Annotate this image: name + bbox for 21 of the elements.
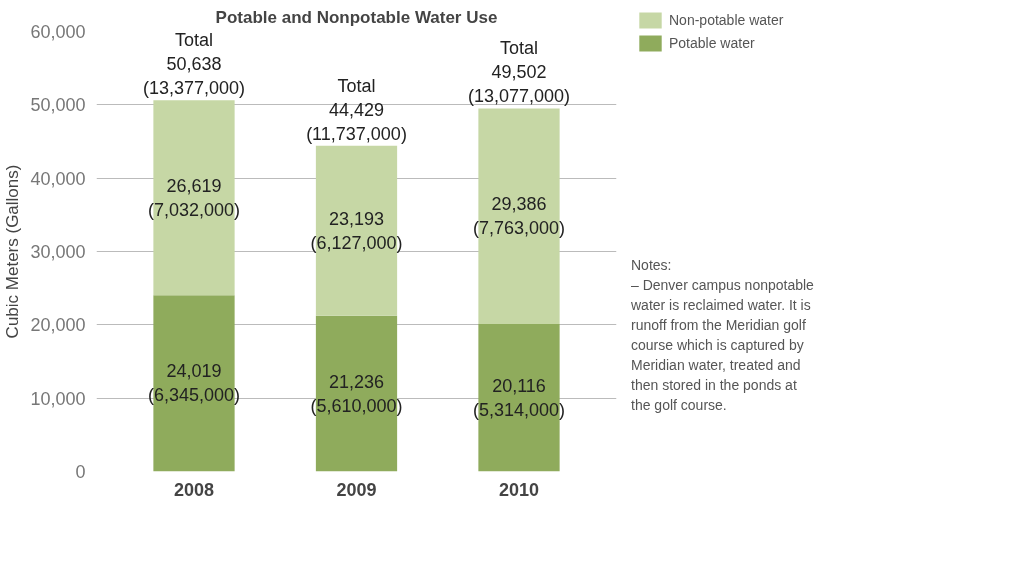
data-label: 23,193 (6,127,000)	[310, 208, 403, 253]
text: Notes: – Denver campus nonpotable water is reclaimed water. It is runoff from the Meridian golf course which is captured by Meridian water, treated and then stored in the ponds at the golf course.	[631, 256, 815, 415]
total-label: Total 50,638 (13,377,000)	[142, 30, 246, 99]
data-label: 29,386 (7,763,000)	[472, 194, 566, 239]
y-tick-label: 50,000	[30, 95, 86, 116]
total-label: Total 49,502 (13,077,000)	[467, 38, 571, 107]
y-axis-title: Cubic Meters (Gallons)	[3, 164, 23, 339]
y-tick-label: 40,000	[30, 168, 86, 189]
x-tick-label: 2008	[173, 479, 215, 500]
chart-title: Potable and Nonpotable Water Use	[215, 7, 498, 27]
x-tick-label: 2010	[498, 479, 540, 500]
data-label: 26,619 (7,032,000)	[147, 175, 241, 220]
y-tick-label: 30,000	[30, 242, 86, 262]
legend-label: Non-potable water	[669, 12, 784, 28]
y-tick-label: 0	[75, 462, 86, 482]
legend-label: Potable water	[669, 35, 755, 51]
x-tick-label: 2009	[336, 479, 377, 500]
y-tick-label: 10,000	[30, 388, 86, 409]
total-label: Total 44,429 (11,737,000)	[306, 75, 407, 144]
y-tick-label: 20,000	[30, 315, 86, 336]
y-tick-label: 60,000	[30, 22, 86, 42]
